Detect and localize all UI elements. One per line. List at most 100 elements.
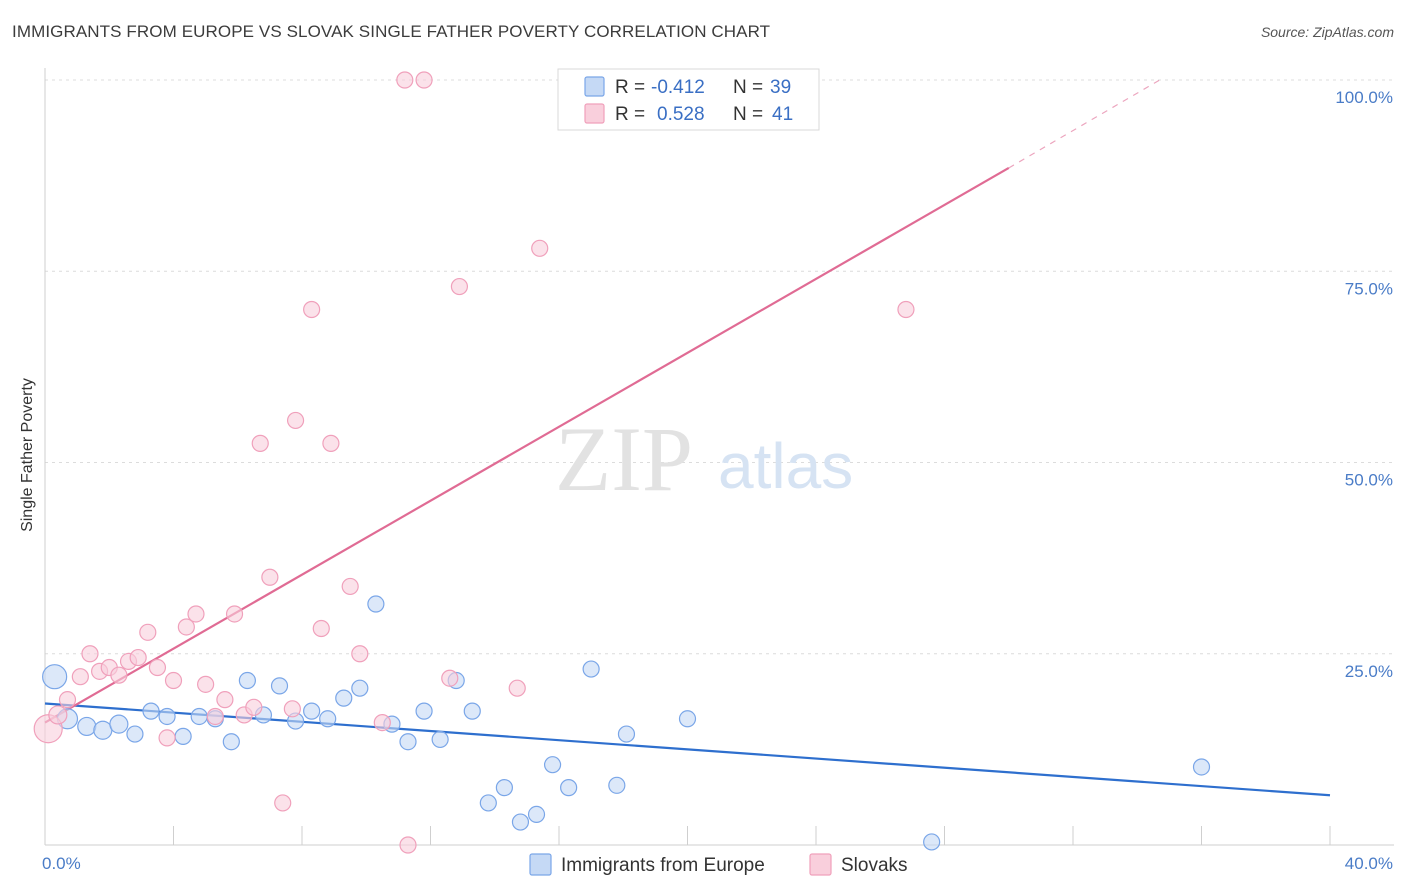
bottom-legend-swatch-immigrants <box>529 853 552 876</box>
point-1-32 <box>373 713 391 732</box>
point-1-17 <box>206 707 224 726</box>
point-1-37 <box>450 277 469 296</box>
point-0-18 <box>335 689 353 707</box>
point-0-36 <box>678 710 697 728</box>
point-0-37 <box>923 833 941 851</box>
point-0-24 <box>431 730 449 749</box>
point-1-11 <box>148 658 167 677</box>
legend-n-label-0: N = <box>733 77 763 98</box>
point-0-0 <box>42 664 68 690</box>
trend-line-1 <box>44 167 1010 724</box>
point-1-21 <box>245 698 263 716</box>
point-0-28 <box>495 779 513 797</box>
point-0-26 <box>463 702 481 720</box>
watermark-atlas: atlas <box>718 430 853 502</box>
point-0-22 <box>399 733 417 751</box>
point-1-26 <box>286 411 305 430</box>
point-1-4 <box>81 645 99 663</box>
y-tick-labels: 25.0% 50.0% 75.0% 100.0% <box>1335 88 1393 681</box>
point-1-24 <box>274 794 292 812</box>
point-0-11 <box>222 733 240 751</box>
point-1-14 <box>177 618 195 636</box>
point-0-34 <box>608 776 626 794</box>
legend-n-label-1: N = <box>733 104 763 125</box>
point-1-9 <box>129 648 147 667</box>
bottom-legend-label-immigrants: Immigrants from Europe <box>561 855 765 876</box>
legend: R = -0.412 N = 39 R = 0.528 N = 41 <box>557 68 820 131</box>
trend-line-extension-1 <box>1008 79 1161 169</box>
point-1-40 <box>897 300 915 319</box>
y-tick-label-25: 25.0% <box>1345 662 1393 681</box>
point-1-38 <box>508 679 526 697</box>
point-1-27 <box>303 300 321 319</box>
point-1-7 <box>110 666 128 684</box>
point-0-20 <box>367 595 385 613</box>
point-1-13 <box>164 671 183 690</box>
point-0-9 <box>190 707 208 726</box>
legend-n-value-0: 39 <box>770 77 791 98</box>
point-0-4 <box>109 714 129 734</box>
point-1-28 <box>312 619 330 638</box>
point-0-31 <box>543 756 562 774</box>
point-1-23 <box>261 568 279 586</box>
y-tick-label-75: 75.0% <box>1345 279 1393 298</box>
point-0-5 <box>126 725 144 743</box>
point-1-3 <box>71 668 89 686</box>
bottom-legend-label-slovaks: Slovaks <box>841 855 908 876</box>
bottom-legend-swatch-slovaks <box>809 853 832 876</box>
point-0-17 <box>319 710 337 728</box>
legend-swatch-immigrants <box>584 76 605 97</box>
point-0-19 <box>351 679 369 697</box>
point-0-8 <box>174 727 192 745</box>
point-1-29 <box>322 434 340 452</box>
data-points <box>33 71 1211 854</box>
point-1-12 <box>158 729 176 747</box>
point-1-30 <box>341 577 359 596</box>
point-0-35 <box>617 725 636 743</box>
point-1-16 <box>197 675 215 693</box>
chart-source: Source: ZipAtlas.com <box>1260 24 1394 40</box>
point-1-25 <box>283 700 301 718</box>
point-1-1 <box>48 705 68 725</box>
point-0-30 <box>527 805 546 824</box>
point-0-6 <box>142 702 160 720</box>
point-0-7 <box>158 707 176 726</box>
legend-r-value-0: -0.412 <box>651 77 705 98</box>
x-tick-label-min: 0.0% <box>42 854 81 873</box>
point-0-27 <box>479 794 497 812</box>
legend-swatch-slovaks <box>584 103 605 124</box>
point-1-39 <box>531 239 549 257</box>
point-1-35 <box>399 836 417 854</box>
point-0-38 <box>1192 758 1211 776</box>
point-1-33 <box>396 71 414 89</box>
legend-r-value-1: 0.528 <box>657 104 705 125</box>
point-0-23 <box>415 702 433 720</box>
point-0-16 <box>303 702 321 720</box>
watermark-zip: ZIP <box>555 408 693 510</box>
point-1-36 <box>441 669 459 687</box>
watermark: ZIP atlas <box>555 408 853 510</box>
point-0-29 <box>511 813 530 831</box>
x-tick-label-max: 40.0% <box>1345 854 1393 873</box>
point-1-2 <box>58 691 77 709</box>
point-1-19 <box>225 605 244 623</box>
point-1-10 <box>139 623 157 641</box>
chart-title: IMMIGRANTS FROM EUROPE VS SLOVAK SINGLE … <box>12 22 771 41</box>
gridlines <box>45 79 1394 655</box>
point-0-32 <box>560 779 578 797</box>
bottom-legend: Immigrants from Europe Slovaks <box>529 853 908 876</box>
point-1-31 <box>351 645 369 663</box>
legend-r-label-0: R = <box>615 77 645 98</box>
point-1-22 <box>251 434 269 452</box>
point-0-2 <box>77 716 97 737</box>
legend-n-value-1: 41 <box>772 104 793 125</box>
point-0-3 <box>93 720 113 740</box>
y-tick-label-50: 50.0% <box>1345 471 1393 490</box>
legend-r-label-1: R = <box>615 104 645 125</box>
point-0-12 <box>238 671 256 690</box>
point-0-33 <box>582 660 600 678</box>
point-1-18 <box>216 691 234 709</box>
point-1-34 <box>415 71 433 89</box>
point-0-14 <box>270 677 289 695</box>
